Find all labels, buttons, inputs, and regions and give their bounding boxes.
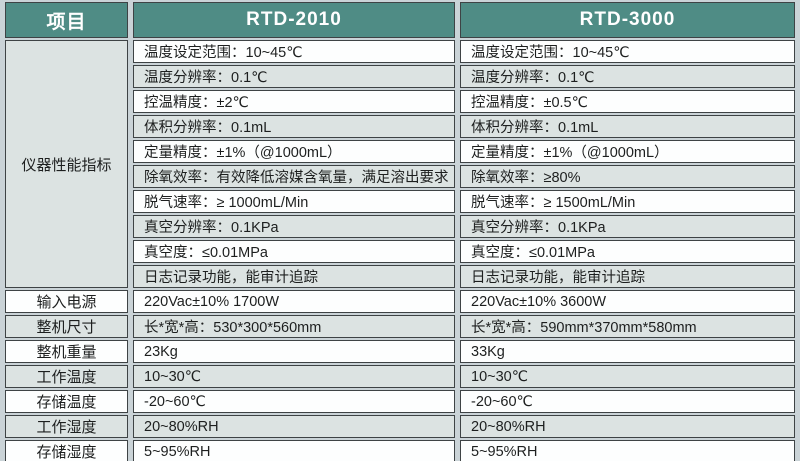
- table-row: 仪器性能指标 温度设定范围：10~45℃ 温度设定范围：10~45℃: [5, 40, 795, 288]
- spec-cell-rtd2010: 日志记录功能，能审计追踪: [133, 265, 455, 288]
- spec-cell-rtd3000: 温度分辨率：0.1℃: [460, 65, 795, 88]
- spec-cell-rtd3000: 日志记录功能，能审计追踪: [460, 265, 795, 288]
- row-label-storage-humidity: 存储湿度: [5, 440, 128, 461]
- spec-cell-rtd3000: 真空分辨率：0.1KPa: [460, 215, 795, 238]
- spec-cell-rtd2010: -20~60℃: [133, 390, 455, 413]
- table-row: 脱气速率：≥ 1000mL/Min 脱气速率：≥ 1500mL/Min: [5, 190, 795, 213]
- table-row: 真空分辨率：0.1KPa 真空分辨率：0.1KPa: [5, 215, 795, 238]
- row-label-working-humidity: 工作湿度: [5, 415, 128, 438]
- spec-cell-rtd2010: 温度分辨率：0.1℃: [133, 65, 455, 88]
- spec-cell-rtd3000: 220Vac±10% 3600W: [460, 290, 795, 313]
- table-row: 整机重量 23Kg 33Kg: [5, 340, 795, 363]
- table-row: 整机尺寸 长*宽*高：530*300*560mm 长*宽*高：590mm*370…: [5, 315, 795, 338]
- spec-cell-rtd3000: 脱气速率：≥ 1500mL/Min: [460, 190, 795, 213]
- spec-cell-rtd2010: 长*宽*高：530*300*560mm: [133, 315, 455, 338]
- table-row: 控温精度：±2℃ 控温精度：±0.5℃: [5, 90, 795, 113]
- spec-cell-rtd2010: 10~30℃: [133, 365, 455, 388]
- table-row: 工作温度 10~30℃ 10~30℃: [5, 365, 795, 388]
- row-label-storage-temp: 存储温度: [5, 390, 128, 413]
- spec-cell-rtd2010: 220Vac±10% 1700W: [133, 290, 455, 313]
- spec-cell-rtd2010: 温度设定范围：10~45℃: [133, 40, 455, 63]
- table-row: 存储湿度 5~95%RH 5~95%RH: [5, 440, 795, 461]
- table-row: 温度分辨率：0.1℃ 温度分辨率：0.1℃: [5, 65, 795, 88]
- table-header-row: 项目 RTD-2010 RTD-3000: [5, 2, 795, 38]
- spec-cell-rtd3000: 定量精度：±1%（@1000mL）: [460, 140, 795, 163]
- spec-cell-rtd2010: 真空分辨率：0.1KPa: [133, 215, 455, 238]
- spec-cell-rtd3000: 体积分辨率：0.1mL: [460, 115, 795, 138]
- header-item: 项目: [5, 2, 128, 38]
- spec-cell-rtd3000: 长*宽*高：590mm*370mm*580mm: [460, 315, 795, 338]
- table-row: 工作湿度 20~80%RH 20~80%RH: [5, 415, 795, 438]
- spec-cell-rtd2010: 除氧效率：有效降低溶媒含氧量，满足溶出要求: [133, 165, 455, 188]
- row-label-working-temp: 工作温度: [5, 365, 128, 388]
- spec-cell-rtd3000: 33Kg: [460, 340, 795, 363]
- row-label-power: 输入电源: [5, 290, 128, 313]
- spec-cell-rtd3000: 温度设定范围：10~45℃: [460, 40, 795, 63]
- spec-cell-rtd2010: 5~95%RH: [133, 440, 455, 461]
- spec-cell-rtd2010: 真空度：≤0.01MPa: [133, 240, 455, 263]
- spec-cell-rtd3000: 除氧效率：≥80%: [460, 165, 795, 188]
- table-row: 输入电源 220Vac±10% 1700W 220Vac±10% 3600W: [5, 290, 795, 313]
- spec-cell-rtd3000: 控温精度：±0.5℃: [460, 90, 795, 113]
- spec-cell-rtd3000: -20~60℃: [460, 390, 795, 413]
- spec-cell-rtd3000: 真空度：≤0.01MPa: [460, 240, 795, 263]
- spec-cell-rtd2010: 控温精度：±2℃: [133, 90, 455, 113]
- table-row: 除氧效率：有效降低溶媒含氧量，满足溶出要求 除氧效率：≥80%: [5, 165, 795, 188]
- header-rtd-3000: RTD-3000: [460, 2, 795, 38]
- spec-cell-rtd2010: 23Kg: [133, 340, 455, 363]
- table-row: 真空度：≤0.01MPa 真空度：≤0.01MPa: [5, 240, 795, 263]
- spec-cell-rtd2010: 脱气速率：≥ 1000mL/Min: [133, 190, 455, 213]
- table-row: 日志记录功能，能审计追踪 日志记录功能，能审计追踪: [5, 265, 795, 288]
- spec-cell-rtd3000: 5~95%RH: [460, 440, 795, 461]
- row-label-weight: 整机重量: [5, 340, 128, 363]
- spec-cell-rtd3000: 10~30℃: [460, 365, 795, 388]
- spec-cell-rtd2010: 定量精度：±1%（@1000mL）: [133, 140, 455, 163]
- header-rtd-2010: RTD-2010: [133, 2, 455, 38]
- table-row: 体积分辨率：0.1mL 体积分辨率：0.1mL: [5, 115, 795, 138]
- row-label-dimensions: 整机尺寸: [5, 315, 128, 338]
- row-group-label-performance: 仪器性能指标: [5, 40, 128, 288]
- table-row: 存储温度 -20~60℃ -20~60℃: [5, 390, 795, 413]
- spec-cell-rtd2010: 体积分辨率：0.1mL: [133, 115, 455, 138]
- spec-cell-rtd3000: 20~80%RH: [460, 415, 795, 438]
- table-row: 定量精度：±1%（@1000mL） 定量精度：±1%（@1000mL）: [5, 140, 795, 163]
- spec-cell-rtd2010: 20~80%RH: [133, 415, 455, 438]
